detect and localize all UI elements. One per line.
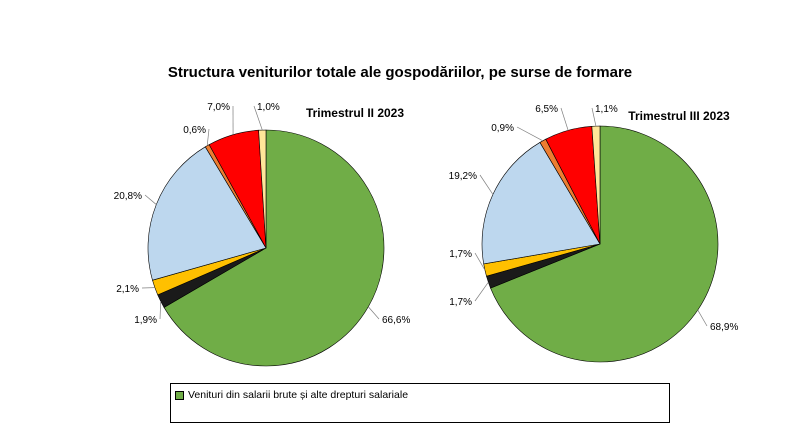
legend-swatch xyxy=(175,391,184,400)
slice-label: 20,8% xyxy=(114,191,142,202)
leader-line xyxy=(368,307,379,319)
slice-label: 68,9% xyxy=(710,322,738,333)
pie-chart-2: Trimestrul III 2023 68,9% 1,7% 1,7% 19,2% 0,9… xyxy=(449,104,739,362)
slice-label: 1,7% xyxy=(449,297,472,308)
slice-label: 1,1% xyxy=(595,104,618,115)
slice-label: 2,1% xyxy=(116,284,139,295)
leader-line xyxy=(145,195,156,205)
slice-label: 6,5% xyxy=(535,104,558,115)
pie-title: Trimestrul III 2023 xyxy=(628,109,730,123)
slice-label: 1,7% xyxy=(449,249,472,260)
leader-line xyxy=(207,129,209,146)
pie-title: Trimestrul II 2023 xyxy=(306,106,404,120)
slice-label: 0,6% xyxy=(183,125,206,136)
leader-line xyxy=(480,175,493,194)
leader-line xyxy=(475,282,488,301)
slice-label: 1,9% xyxy=(134,315,157,326)
slice-label: 0,9% xyxy=(491,123,514,134)
leader-line xyxy=(698,310,707,326)
leader-line xyxy=(561,108,568,130)
legend-item-salarii: Venituri din salarii brute și alte drept… xyxy=(175,389,408,401)
leader-line xyxy=(517,127,543,141)
slice-label: 1,0% xyxy=(257,102,280,113)
slice-label: 19,2% xyxy=(449,171,477,182)
slice-label: 7,0% xyxy=(207,102,230,113)
slice-label: 66,6% xyxy=(382,315,410,326)
legend: Venituri din salarii brute și alte drept… xyxy=(170,383,670,423)
legend-label: Venituri din salarii brute și alte drept… xyxy=(188,389,408,401)
leader-line xyxy=(160,301,161,319)
pie-chart-1: Trimestrul II 2023 66,6% 1,9% 2,1% 20,8% 0,6%… xyxy=(114,102,411,366)
pie-charts: Trimestrul II 2023 66,6% 1,9% 2,1% 20,8% 0,6%… xyxy=(0,0,800,400)
